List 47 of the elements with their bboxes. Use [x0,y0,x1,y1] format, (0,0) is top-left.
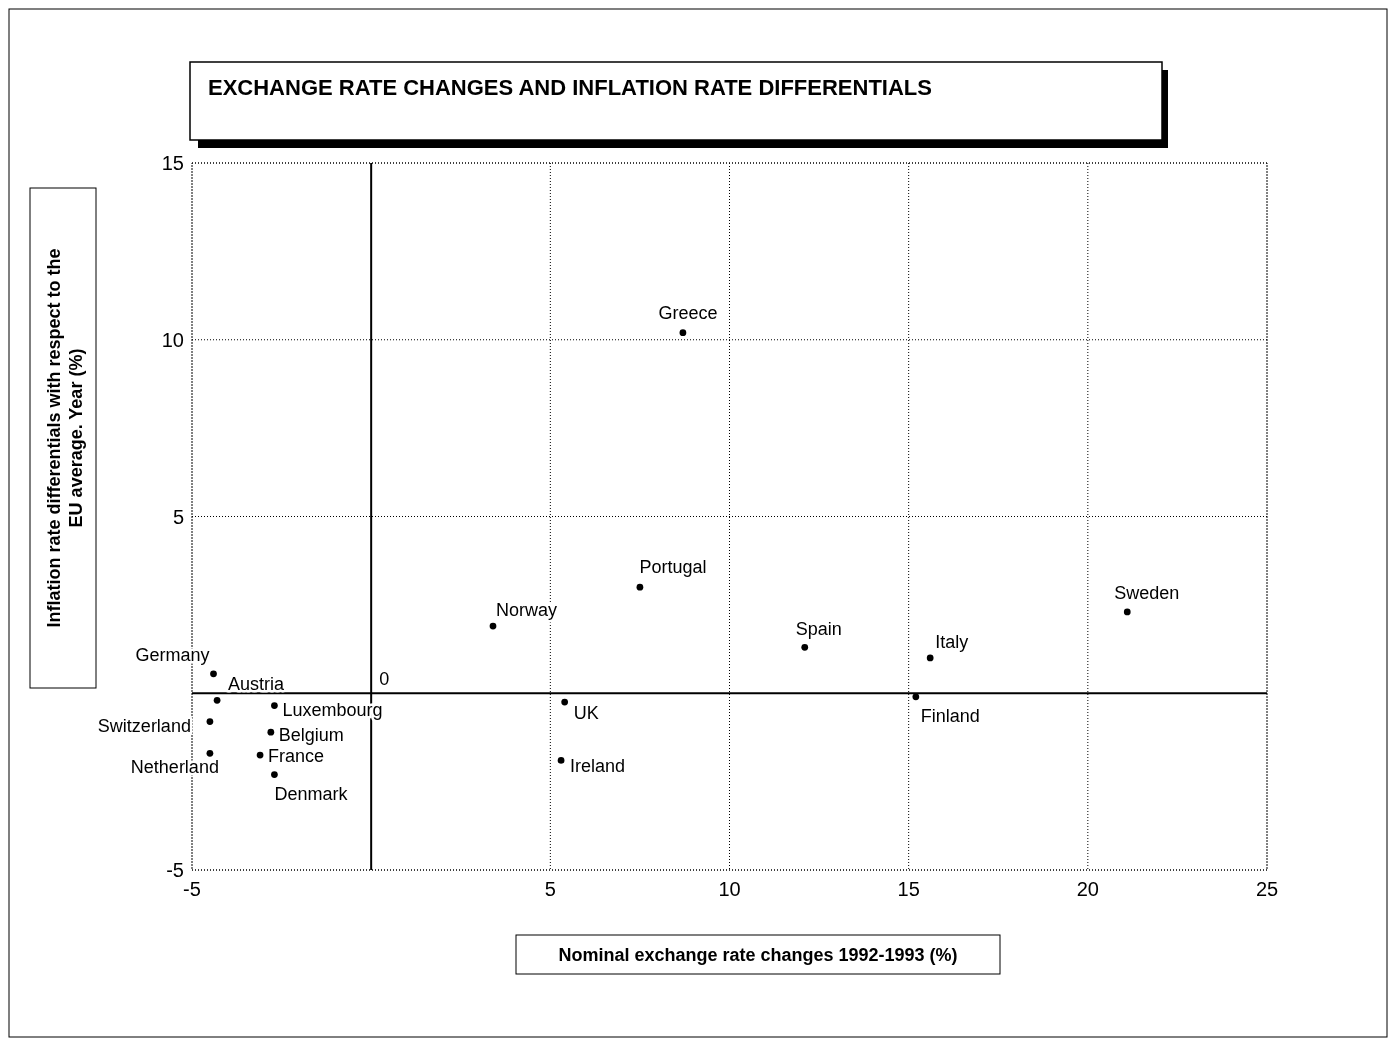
chart-title: EXCHANGE RATE CHANGES AND INFLATION RATE DIFFERENTIALS [208,75,932,100]
data-label: Finland [920,705,980,726]
point [679,329,687,337]
annotation: 0 [379,669,390,690]
y-tick-label: -5 [166,859,184,881]
x-axis-title: Nominal exchange rate changes 1992-1993 (%) [558,945,958,965]
y-axis-title: Inflation rate differentials with respect to the EU average. Year (%) [44,248,86,628]
x-tick-label: 15 [897,878,920,900]
point [271,702,278,709]
data-label: Spain [795,619,842,640]
data-label: Switzerland [97,715,191,736]
data-label: Germany [135,644,210,665]
data-label: Italy [935,631,969,652]
point [210,670,217,678]
data-label: Ireland [570,756,626,777]
data-label: Sweden [1114,582,1180,603]
point [206,749,214,757]
data-label: Norway [496,600,558,621]
point [256,751,264,759]
data-label: Denmark [274,783,349,804]
data-label: Greece [658,302,718,323]
point [636,583,644,591]
data-label: France [268,746,325,767]
data-label: Netherland [130,757,219,778]
x-tick-label: -5 [183,878,201,900]
y-tick-label: 10 [161,328,184,351]
point [213,696,221,704]
point [1123,608,1131,616]
x-tick-label: 25 [1255,878,1279,900]
point [801,643,809,651]
point [267,728,275,736]
point [489,622,497,630]
data-label: Belgium [278,725,344,746]
point [206,718,214,725]
x-tick-label: 5 [544,878,556,900]
y-tick-label: 15 [161,152,184,174]
x-tick-label: 10 [718,878,741,900]
point [557,757,565,764]
point [926,654,934,662]
data-label: UK [573,703,599,724]
point [912,693,920,701]
point [271,771,278,778]
data-label: Austria [228,674,286,695]
point [561,698,569,706]
data-label: Portugal [639,557,707,578]
y-tick-label: 5 [172,505,184,528]
x-tick-label: 20 [1076,878,1099,900]
